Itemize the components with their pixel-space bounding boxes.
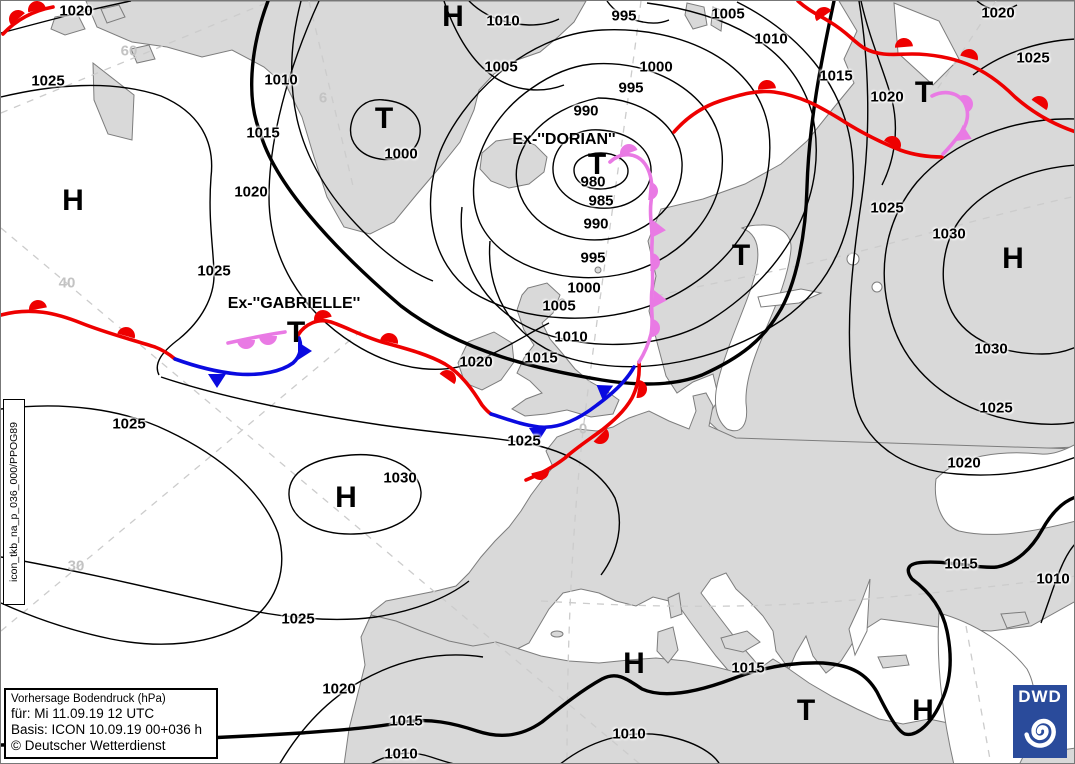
land-baffin xyxy=(92,61,135,141)
front-symbols xyxy=(9,1,1048,480)
legend-model-basis: Basis: ICON 10.09.19 00+036 h xyxy=(11,722,202,737)
land-greenland xyxy=(85,1,587,235)
cold-front-channel xyxy=(489,365,636,430)
legend-copyright: © Deutscher Wetterdienst xyxy=(11,738,166,753)
dwd-logo-text: DWD xyxy=(1018,687,1062,706)
land-faroe xyxy=(594,266,602,274)
sea-baltic xyxy=(714,224,792,432)
warm-fronts xyxy=(1,1,1074,482)
sea-layer xyxy=(714,2,1074,763)
warm-front-gabrielle-east xyxy=(296,318,493,416)
legend-valid-time: für: Mi 11.09.19 12 UTC xyxy=(11,706,155,721)
island-layer xyxy=(550,592,1030,669)
occluded-front-ne xyxy=(930,90,970,156)
product-id-box: icon_tkb_na_p_036_000/PPOG89 xyxy=(3,399,25,605)
land-shetland xyxy=(558,298,566,306)
sea-black-sea xyxy=(934,444,1074,535)
land-corsica xyxy=(667,592,683,619)
land-crete xyxy=(877,654,910,669)
front-layer xyxy=(1,1,1074,482)
land-cyprus xyxy=(1000,611,1030,629)
land-iceland xyxy=(479,137,548,189)
sea-gulf-finland xyxy=(757,288,823,308)
land-scandinavia-russia xyxy=(647,1,1074,451)
land-svalbard xyxy=(684,2,708,30)
sea-aegean xyxy=(848,578,871,657)
land-arctic-island xyxy=(130,44,156,64)
occluded-front-gabrielle xyxy=(226,330,287,345)
land-layer xyxy=(50,1,1074,763)
isobar-bold-layer xyxy=(1,1,1074,747)
product-id-text: icon_tkb_na_p_036_000/PPOG89 xyxy=(8,422,20,582)
warm-front-gabrielle-west xyxy=(1,309,177,361)
dwd-spiral-icon xyxy=(1024,718,1056,748)
legend-box: Vorhersage Bodendruck (hPa) für: Mi 11.0… xyxy=(4,688,218,759)
land-balearic xyxy=(550,630,564,638)
legend-title: Vorhersage Bodendruck (hPa) xyxy=(11,693,166,705)
land-sardinia xyxy=(656,626,679,664)
warm-front-greenland xyxy=(1,5,55,36)
lake-onega xyxy=(871,281,883,293)
land-uk xyxy=(511,282,620,418)
warm-front-ne-upper xyxy=(796,1,1074,134)
land-sicily xyxy=(720,630,761,653)
warm-front-france xyxy=(524,360,642,482)
land-arctic-island xyxy=(100,4,126,24)
dwd-logo: DWD xyxy=(1013,685,1067,758)
warm-front-ne-lower xyxy=(672,89,944,159)
